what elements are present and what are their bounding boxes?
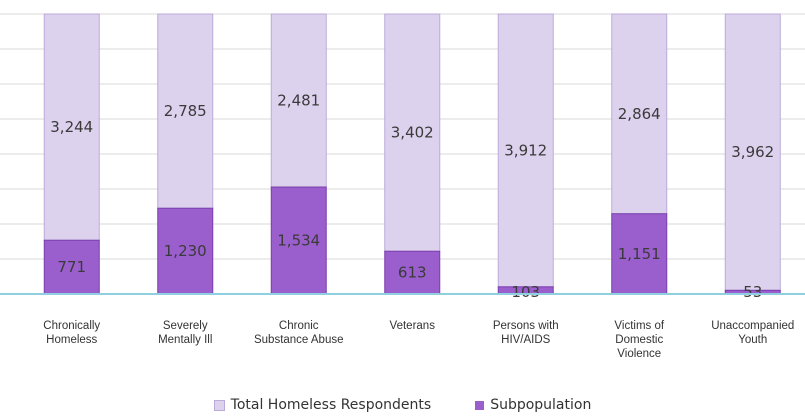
data-label-subpopulation-3: 613 xyxy=(398,264,427,282)
category-label-4: Persons with HIV/AIDS xyxy=(493,320,559,346)
bar-total-6 xyxy=(724,13,781,291)
category-label-2: Chronic Substance Abuse xyxy=(254,320,344,346)
data-label-subpopulation-4: 103 xyxy=(511,283,540,301)
bar-total-3 xyxy=(384,13,441,252)
legend-label-total: Total Homeless Respondents xyxy=(230,397,432,413)
legend-label-subpopulation: Subpopulation xyxy=(490,397,592,413)
bar-subpopulation-3 xyxy=(384,250,441,295)
data-label-total-4: 3,912 xyxy=(504,141,547,159)
category-label-5: Victims of Domestic Violence xyxy=(614,320,664,360)
legend-item-subpopulation: Subpopulation xyxy=(475,394,591,416)
legend-item-total: Total Homeless Respondents xyxy=(213,394,432,416)
category-label-3: Veterans xyxy=(390,320,436,332)
data-label-total-3: 3,402 xyxy=(391,124,434,142)
data-label-total-2: 2,481 xyxy=(277,92,320,110)
data-label-total-0: 3,244 xyxy=(50,118,93,136)
bar-total-0 xyxy=(43,13,100,241)
data-label-subpopulation-5: 1,151 xyxy=(618,245,661,263)
category-label-6: Unaccompanied Youth xyxy=(711,320,794,346)
data-label-subpopulation-6: 53 xyxy=(743,283,762,301)
bar-subpopulation-2 xyxy=(270,186,327,295)
bar-total-4 xyxy=(497,13,554,288)
data-label-total-1: 2,785 xyxy=(164,102,207,120)
category-label-1: Severely Mentally Ill xyxy=(158,320,212,346)
data-label-subpopulation-2: 1,534 xyxy=(277,232,320,250)
data-label-subpopulation-1: 1,230 xyxy=(164,242,207,260)
category-label-0: Chronically Homeless xyxy=(43,320,100,346)
bar-subpopulation-5 xyxy=(611,213,668,295)
data-label-subpopulation-0: 771 xyxy=(57,258,86,276)
legend-swatch-total xyxy=(213,399,225,411)
legend: Total Homeless Respondents Subpopulation xyxy=(0,394,805,416)
data-label-total-5: 2,864 xyxy=(618,105,661,123)
bar-total-5 xyxy=(611,13,668,215)
legend-swatch-subpopulation xyxy=(475,400,485,410)
data-label-total-6: 3,962 xyxy=(731,143,774,161)
